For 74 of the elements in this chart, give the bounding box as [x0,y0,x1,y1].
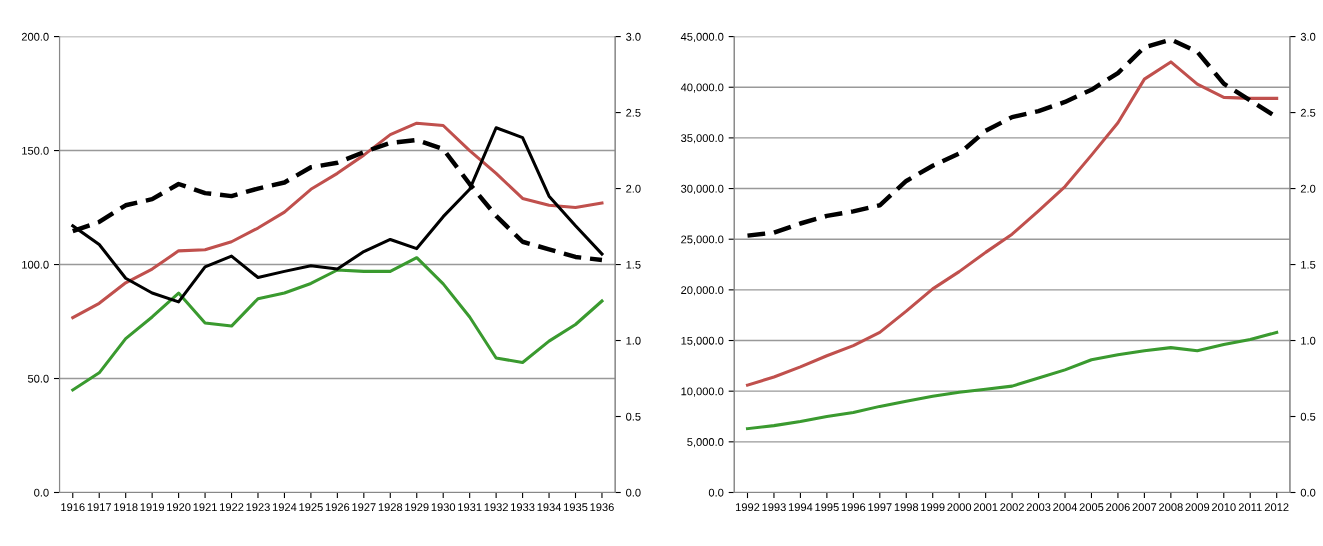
y2-tick-label: 0.0 [1300,488,1316,497]
x-tick-label: 1999 [921,503,945,512]
x-tick-label: 1935 [563,503,588,512]
x-tick-label: 2005 [1079,503,1104,512]
x-tick-label: 1995 [815,503,839,512]
x-tick-label: 1932 [484,503,508,512]
y-tick-label: 150.0 [22,146,49,155]
line-series [71,256,604,392]
x-tick-label: 1930 [431,503,456,512]
x-tick-label: 2004 [1053,503,1078,512]
x-tick-label: 2007 [1132,503,1157,512]
y-tick-label: 5,000.0 [687,438,724,448]
x-tick-label: 1994 [788,503,813,512]
x-tick-label: 2008 [1159,503,1183,512]
x-tick-label: 1928 [378,503,403,512]
y2-tick-label: 2.0 [1300,184,1316,193]
y2-tick-label: 1.0 [626,336,641,345]
y2-tick-label: 2.5 [1300,108,1316,117]
x-tick-label: 1926 [325,503,350,512]
line-series [745,60,1279,387]
x-tick-label: 2003 [1026,503,1051,512]
x-tick-label: 2012 [1264,503,1289,512]
y-tick-label: 45,000.0 [680,32,724,43]
y-tick-label: 100.0 [22,260,49,269]
x-tick-label: 1936 [590,503,614,512]
x-tick-label: 1925 [299,503,323,512]
x-tick-label: 1927 [352,503,376,512]
x-tick-label: 1934 [537,503,562,512]
x-tick-label: 1923 [246,503,270,512]
y-tick-label: 50.0 [27,374,49,383]
y-tick-label: 25,000.0 [681,235,724,245]
x-tick-label: 1931 [458,503,482,512]
y2-tick-label: 1.0 [1301,336,1316,345]
x-tick-label: 2002 [1000,503,1024,512]
x-tick-label: 1933 [511,503,535,512]
y-tick-label: 30,000.0 [681,184,724,194]
y2-tick-label: 2.5 [626,108,641,117]
y-tick-label: 200.0 [21,32,49,41]
x-tick-label: 2006 [1106,503,1130,512]
x-tick-label: 1917 [87,503,112,512]
y-tick-label: 0.0 [708,488,724,497]
x-tick-label: 1929 [405,503,429,512]
x-tick-label: 1921 [193,503,217,512]
x-tick-label: 1924 [272,503,297,512]
y-tick-label: 15,000.0 [681,336,724,346]
x-tick-label: 1997 [868,503,892,512]
line-series [745,330,1279,431]
y2-tick-label: 1.5 [626,260,641,269]
y2-tick-label: 0.5 [626,412,641,421]
x-tick-label: 1918 [114,503,138,512]
y-tick-label: 10,000.0 [681,387,724,397]
y-tick-label: 20,000.0 [681,286,724,296]
y-tick-label: 0.0 [34,488,49,497]
x-tick-label: 1920 [167,503,191,512]
x-tick-label: 1993 [762,503,786,512]
x-tick-label: 1916 [61,503,85,512]
y2-tick-label: 3.0 [626,32,641,41]
x-tick-label: 1992 [735,503,760,512]
y-tick-label: 35,000.0 [681,134,724,144]
y2-tick-label: 1.5 [1301,260,1316,269]
y2-tick-label: 0.0 [626,488,641,497]
x-tick-label: 2009 [1185,503,1210,512]
x-tick-label: 2011 [1238,503,1262,512]
x-tick-label: 2000 [947,503,972,512]
x-tick-label: 1998 [894,503,919,512]
y2-tick-label: 0.5 [1300,412,1316,421]
x-tick-label: 1922 [220,503,244,512]
x-tick-label: 1919 [140,503,164,512]
y-tick-label: 40,000.0 [680,83,724,93]
x-tick-label: 2001 [973,503,998,512]
x-tick-label: 1996 [841,503,866,512]
x-tick-label: 2010 [1211,503,1236,512]
y2-tick-label: 2.0 [626,184,641,193]
y2-tick-label: 3.0 [1300,32,1316,41]
